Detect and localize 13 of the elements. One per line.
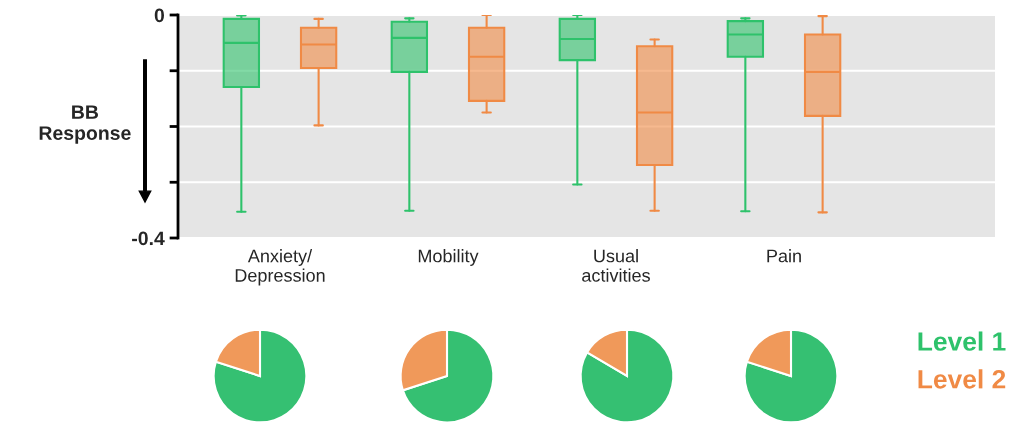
pie-slice xyxy=(212,328,308,424)
x-tick-label: Mobility xyxy=(418,249,479,266)
text: Level 2 xyxy=(918,369,1006,389)
pie-slice xyxy=(401,328,495,424)
pie-slice xyxy=(743,328,839,424)
y-axis-title: BB Response xyxy=(39,105,131,144)
pie-slice xyxy=(579,328,675,424)
x-tick-label: Pain xyxy=(767,249,801,263)
x-tick-label: Anxiety/ Depression xyxy=(235,249,325,286)
y-tick-label: 0 xyxy=(154,8,165,23)
text: Level 1 xyxy=(918,331,1006,351)
y-tick-label: -0.4 xyxy=(132,231,165,246)
x-tick-label: Usual activities xyxy=(582,249,650,282)
